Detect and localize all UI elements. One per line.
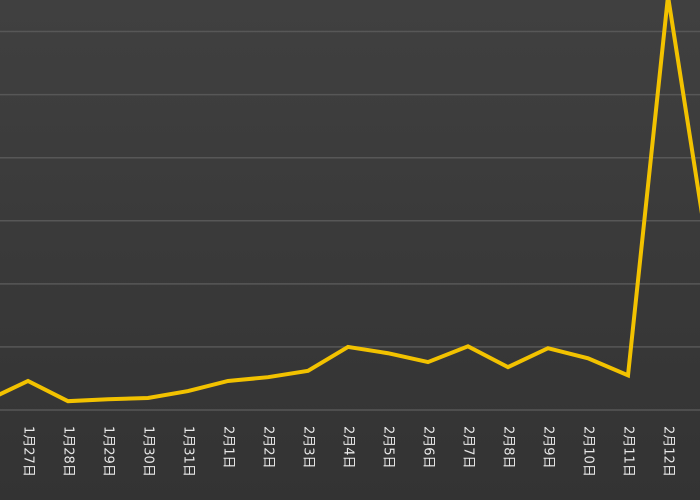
x-tick-label: 1月27日	[21, 426, 36, 477]
x-tick-label: 2月11日	[621, 426, 636, 477]
x-tick-label: 2月6日	[421, 426, 436, 469]
x-tick-label: 2月7日	[461, 426, 476, 469]
x-tick-label: 2月4日	[341, 426, 356, 469]
data-line	[0, 0, 700, 404]
x-tick-label: 2月3日	[301, 426, 316, 469]
x-tick-label: 2月9日	[541, 426, 556, 469]
x-tick-label: 2月5日	[381, 426, 396, 469]
x-tick-label: 2月1日	[221, 426, 236, 469]
x-tick-label: 1月31日	[181, 426, 196, 477]
x-tick-label: 2月2日	[261, 426, 276, 469]
x-tick-label: 1月30日	[141, 426, 156, 477]
x-tick-label: 1月29日	[101, 426, 116, 477]
x-tick-label: 2月10日	[581, 426, 596, 477]
x-tick-label: 2月12日	[661, 426, 676, 477]
x-tick-label: 2月8日	[501, 426, 516, 469]
x-tick-label: 1月28日	[61, 426, 76, 477]
